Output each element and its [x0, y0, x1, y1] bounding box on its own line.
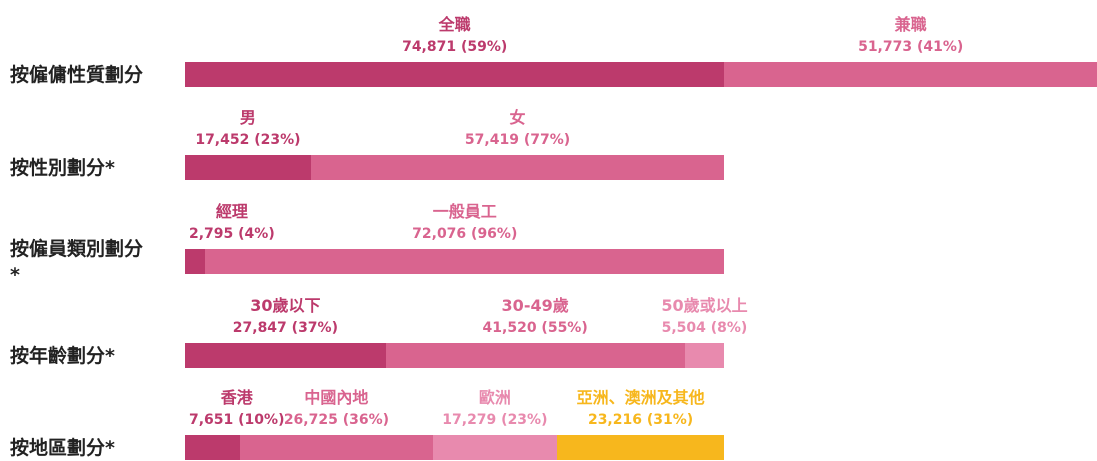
segment-label: 香港 7,651 (10%): [189, 387, 284, 431]
segment-name: 歐洲: [478, 388, 511, 407]
row-label: 按地區劃分*: [10, 436, 115, 459]
segment-label: 中國內地 26,725 (36%): [284, 387, 389, 431]
segment-label: 一般員工 72,076 (96%): [412, 201, 517, 245]
segment-value: 26,725 (36%): [283, 412, 390, 428]
segment-label: 經理 2,795 (4%): [189, 201, 275, 245]
bar-segment: [684, 343, 725, 368]
segment-value: 27,847 (37%): [232, 320, 338, 336]
segment-value: 72,076 (96%): [412, 226, 518, 242]
segment-name: 全職: [438, 15, 471, 34]
segment-name: 中國內地: [304, 388, 369, 407]
segment-name: 男: [239, 108, 256, 127]
segment-name: 30歲以下: [250, 296, 321, 315]
segment-name: 30-49歲: [501, 296, 569, 315]
segment-value: 23,216 (31%): [587, 412, 694, 428]
segment-name: 經理: [215, 202, 248, 221]
segment-value: 17,452 (23%): [195, 132, 301, 148]
segment-value: 7,651 (10%): [189, 412, 285, 428]
segment-value: 51,773 (41%): [858, 39, 964, 55]
bar-segment: [724, 62, 1097, 87]
segment-label: 全職 74,871 (59%): [402, 14, 507, 58]
segment-value: 5,504 (8%): [661, 320, 748, 336]
segment-label: 女 57,419 (77%): [465, 107, 570, 151]
segment-label: 歐洲 17,279 (23%): [442, 387, 547, 431]
segment-name: 一般員工: [432, 202, 497, 221]
bar-segment: [185, 62, 725, 87]
segment-label: 亞洲、澳洲及其他 23,216 (31%): [577, 387, 705, 431]
bar-segment: [310, 155, 725, 180]
bar-segment: [385, 343, 685, 368]
segment-name: 亞洲、澳洲及其他: [576, 388, 705, 407]
segment-label: 50歲或以上 5,504 (8%): [661, 295, 747, 339]
bar-segment: [432, 435, 557, 460]
segment-name: 女: [509, 108, 526, 127]
bar-segment: [185, 435, 241, 460]
segment-name: 香港: [220, 388, 253, 407]
bar-segment: [185, 343, 386, 368]
row-label: 按性別劃分*: [10, 156, 115, 179]
segment-value: 57,419 (77%): [464, 132, 571, 148]
segment-name: 50歲或以上: [661, 296, 748, 315]
segment-label: 30歲以下 27,847 (37%): [233, 295, 338, 339]
segment-value: 41,520 (55%): [482, 320, 588, 336]
bar-segment: [185, 155, 311, 180]
row-label: 按僱傭性質劃分: [10, 63, 144, 86]
segment-name: 兼職: [894, 15, 927, 34]
row-label: 按僱員類別劃分*: [10, 237, 144, 286]
segment-label: 男 17,452 (23%): [195, 107, 300, 151]
segment-value: 17,279 (23%): [442, 412, 548, 428]
segment-value: 74,871 (59%): [402, 39, 508, 55]
segment-label: 兼職 51,773 (41%): [858, 14, 963, 58]
bar-segment: [556, 435, 725, 460]
segment-label: 30-49歲 41,520 (55%): [483, 295, 588, 339]
segment-value: 2,795 (4%): [189, 226, 275, 242]
bar-segment: [185, 249, 206, 274]
bar-segment: [240, 435, 433, 460]
bar-segment: [205, 249, 725, 274]
row-label: 按年齡劃分*: [10, 344, 115, 367]
